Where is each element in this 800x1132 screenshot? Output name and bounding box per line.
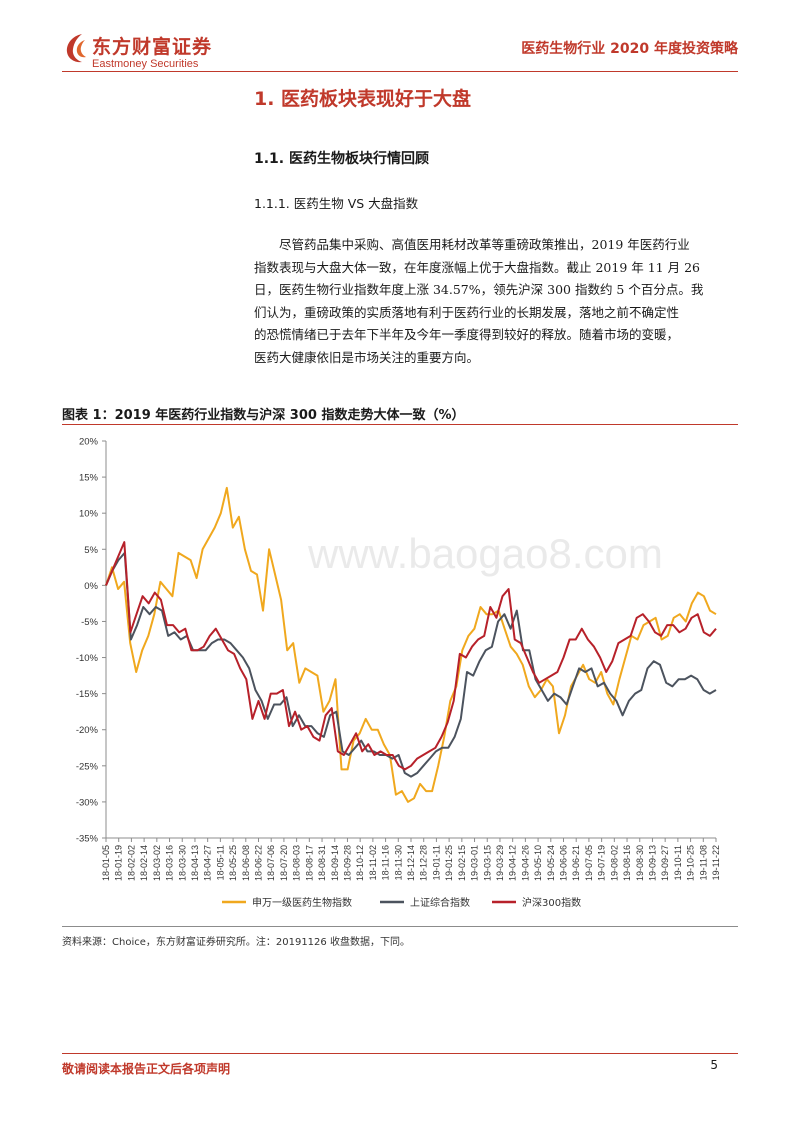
x-tick-label: 18-07-20 xyxy=(279,845,289,881)
figure-title: 图表 1：2019 年医药行业指数与沪深 300 指数走势大体一致（%） xyxy=(62,408,465,423)
x-tick-label: 18-06-22 xyxy=(254,845,264,881)
x-tick-label: 19-06-21 xyxy=(571,845,581,881)
y-tick-label: 15% xyxy=(79,473,99,484)
y-tick-label: -25% xyxy=(76,761,99,772)
report-title: 医药生物行业 2020 年度投资策略 xyxy=(521,41,738,57)
section-heading-1: 1. 医药板块表现好于大盘 xyxy=(254,88,472,110)
x-tick-label: 18-05-25 xyxy=(228,845,238,881)
watermark: www.baogao8.com xyxy=(308,530,663,577)
paragraph-line: 们认为，重磅政策的实质落地有利于医药行业的长期发展，落地之前不确定性 xyxy=(254,304,680,320)
legend-label: 沪深300指数 xyxy=(522,896,581,909)
y-tick-label: 20% xyxy=(79,437,99,448)
x-tick-label: 19-08-30 xyxy=(635,845,645,881)
y-tick-label: -15% xyxy=(76,689,99,700)
x-tick-label: 19-03-29 xyxy=(495,845,505,881)
x-tick-label: 19-08-02 xyxy=(609,845,619,881)
x-tick-label: 18-01-05 xyxy=(101,845,111,881)
x-tick-label: 18-11-02 xyxy=(368,845,378,880)
page-number: 5 xyxy=(710,1058,718,1072)
x-tick-label: 18-07-06 xyxy=(266,845,276,881)
x-tick-label: 18-08-17 xyxy=(304,845,314,881)
x-tick-label: 19-01-25 xyxy=(444,845,454,881)
x-tick-label: 18-08-31 xyxy=(317,845,327,881)
paragraph-line: 日，医药生物行业指数年度上涨 34.57%，领先沪深 300 指数约 5 个百分… xyxy=(254,282,704,298)
x-tick-label: 18-02-02 xyxy=(126,845,136,881)
x-tick-label: 18-04-13 xyxy=(190,845,200,881)
x-tick-label: 18-11-30 xyxy=(393,845,403,880)
x-tick-label: 19-05-10 xyxy=(533,845,543,881)
y-tick-label: -35% xyxy=(76,834,99,845)
series-line xyxy=(105,541,717,771)
footer-divider xyxy=(62,1053,738,1054)
x-tick-label: 19-09-27 xyxy=(660,845,670,881)
x-tick-label: 19-06-06 xyxy=(559,845,569,881)
x-tick-label: 18-09-28 xyxy=(342,845,352,881)
x-tick-label: 18-09-14 xyxy=(330,845,340,881)
x-tick-label: 19-02-15 xyxy=(457,845,467,881)
x-tick-label: 18-05-11 xyxy=(215,845,225,880)
x-tick-label: 19-10-25 xyxy=(686,845,696,881)
paragraph-line: 医药大健康依旧是市场关注的重要方向。 xyxy=(254,349,480,365)
x-tick-label: 18-11-16 xyxy=(381,845,391,880)
section-heading-3: 1.1.1. 医药生物 VS 大盘指数 xyxy=(254,196,419,211)
body-paragraph: 尽管药品集中采购、高值医用耗材改革等重磅政策推出，2019 年医药行业 指数表现… xyxy=(254,234,738,370)
company-logo: 东方财富证券 Eastmoney Securities xyxy=(62,30,237,80)
x-tick-label: 18-12-28 xyxy=(419,845,429,881)
x-tick-label: 18-03-02 xyxy=(152,845,162,881)
x-tick-label: 18-12-14 xyxy=(406,845,416,881)
x-tick-label: 19-07-05 xyxy=(584,845,594,881)
y-tick-label: 5% xyxy=(84,545,98,556)
y-tick-label: -10% xyxy=(76,653,99,664)
y-tick-label: -30% xyxy=(76,797,99,808)
x-tick-label: 18-06-08 xyxy=(241,845,251,881)
x-tick-label: 19-03-01 xyxy=(470,845,480,881)
x-tick-label: 19-01-11 xyxy=(431,845,441,880)
x-tick-label: 18-04-27 xyxy=(203,845,213,881)
x-tick-label: 18-10-12 xyxy=(355,845,365,881)
paragraph-line: 的恐慌情绪已于去年下半年及今年一季度得到较好的释放。随着市场的变暖， xyxy=(254,327,680,343)
figure-divider xyxy=(62,424,738,425)
disclaimer-note: 敬请阅读本报告正文后各项声明 xyxy=(62,1062,231,1076)
y-tick-label: -20% xyxy=(76,725,99,736)
legend-label: 上证综合指数 xyxy=(410,896,470,909)
series-line xyxy=(105,486,717,803)
x-tick-label: 19-03-15 xyxy=(482,845,492,881)
x-tick-label: 19-11-08 xyxy=(698,845,708,880)
x-tick-label: 19-07-19 xyxy=(597,845,607,881)
x-tick-label: 19-04-26 xyxy=(520,845,530,881)
figure-source: 资料来源：Choice，东方财富证券研究所。注：20191126 收盘数据，下同… xyxy=(62,937,410,948)
x-tick-label: 19-09-13 xyxy=(647,845,657,881)
y-tick-label: 10% xyxy=(79,509,99,520)
y-tick-label: -5% xyxy=(81,617,98,628)
legend-label: 申万一级医药生物指数 xyxy=(252,896,352,909)
paragraph-line: 指数表现与大盘大体一致，在年度涨幅上优于大盘指数。截止 2019 年 11 月 … xyxy=(254,259,700,275)
logo-text-en: Eastmoney Securities xyxy=(92,58,199,70)
source-divider xyxy=(62,926,738,927)
x-tick-label: 18-03-30 xyxy=(177,845,187,881)
x-tick-label: 19-05-24 xyxy=(546,845,556,881)
line-chart: 20% 15% 10% 5% 0% -5% -10% -15% -20% -25% -30% -35%… xyxy=(76,437,721,910)
logo-text-cn: 东方财富证券 xyxy=(92,36,213,58)
x-tick-label: 19-08-16 xyxy=(622,845,632,881)
section-heading-2: 1.1. 医药生物板块行情回顾 xyxy=(254,151,429,167)
x-tick-label: 19-11-22 xyxy=(711,845,721,880)
paragraph-line: 尽管药品集中采购、高值医用耗材改革等重磅政策推出，2019 年医药行业 xyxy=(279,237,690,252)
x-tick-label: 19-10-11 xyxy=(673,845,683,880)
header-divider xyxy=(62,71,738,72)
y-tick-label: 0% xyxy=(84,581,98,592)
logo-mark-icon xyxy=(66,34,86,63)
series-line xyxy=(105,551,717,778)
x-tick-label: 18-01-19 xyxy=(114,845,124,881)
x-tick-label: 18-02-14 xyxy=(139,845,149,881)
x-tick-label: 19-04-12 xyxy=(508,845,518,881)
x-tick-label: 18-03-16 xyxy=(165,845,175,881)
x-tick-label: 18-08-03 xyxy=(292,845,302,881)
